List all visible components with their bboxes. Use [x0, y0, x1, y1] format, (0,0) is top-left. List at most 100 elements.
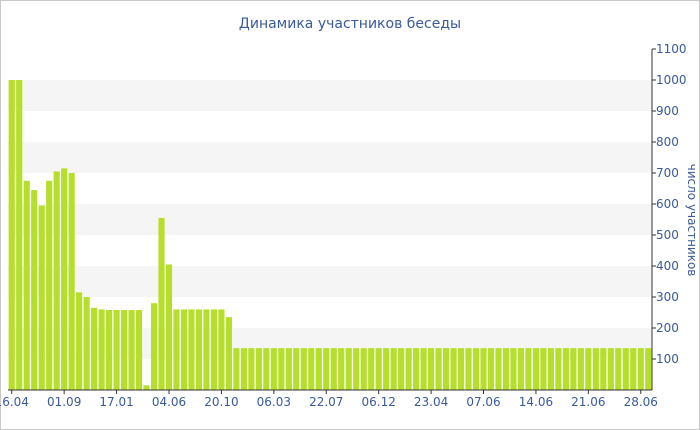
bar: [457, 348, 465, 390]
bar: [562, 348, 569, 390]
bar: [525, 348, 532, 390]
bar: [540, 348, 547, 390]
x-axis-ticks: 16.04 01.09 17.01 04.06 20.10 06.03 22.07 06.12…: [0, 390, 658, 409]
y-tick-label: 600: [656, 197, 679, 211]
bar: [383, 348, 390, 390]
y-tick-label: 100: [656, 352, 679, 366]
x-tick-label: 06.03: [257, 395, 291, 409]
bar: [188, 309, 195, 390]
bar: [158, 217, 165, 390]
y-tick-label: 200: [656, 321, 679, 335]
bar: [465, 348, 472, 390]
bar: [46, 180, 53, 390]
grid-band: [8, 142, 652, 173]
bar: [8, 80, 15, 390]
y-tick-label: 1100: [656, 42, 687, 56]
bar: [195, 309, 203, 390]
bar: [165, 264, 173, 390]
bar: [607, 348, 614, 390]
bar: [83, 297, 90, 390]
bar: [630, 348, 637, 390]
bar: [16, 80, 23, 390]
bar: [338, 348, 345, 390]
bar: [225, 317, 232, 390]
y-axis-label: число участников: [685, 164, 699, 277]
y-tick-label: 500: [656, 228, 679, 242]
bar: [203, 309, 210, 390]
bar: [645, 348, 652, 390]
y-tick-label: 300: [656, 290, 679, 304]
bar: [91, 307, 98, 390]
bar: [135, 310, 143, 390]
bar: [435, 348, 442, 390]
x-tick-label: 04.06: [152, 395, 186, 409]
bar: [233, 348, 240, 390]
grid-band: [8, 204, 652, 235]
bar: [615, 348, 622, 390]
bar: [38, 205, 45, 390]
bar: [68, 173, 75, 390]
bar: [308, 348, 315, 390]
bar: [76, 292, 83, 390]
x-tick-label: 01.09: [47, 395, 81, 409]
bar: [218, 309, 225, 390]
bar: [53, 171, 60, 390]
bar: [323, 348, 330, 390]
grid-band: [8, 80, 652, 111]
bar: [210, 309, 217, 390]
x-tick-label: 20.10: [204, 395, 238, 409]
bar: [240, 348, 247, 390]
bar: [270, 348, 277, 390]
bar: [300, 348, 307, 390]
x-tick-label: 22.07: [309, 395, 343, 409]
bar: [293, 348, 300, 390]
bar: [487, 348, 495, 390]
bar: [360, 348, 367, 390]
y-tick-label: 400: [656, 259, 679, 273]
bar: [450, 348, 457, 390]
grid-band: [8, 266, 652, 297]
bar: [495, 348, 502, 390]
bar: [285, 348, 292, 390]
x-tick-label: 06.12: [361, 395, 395, 409]
bar: [570, 348, 577, 390]
bar: [443, 348, 450, 390]
bar: [502, 348, 510, 390]
x-tick-label: 07.06: [466, 395, 500, 409]
bar: [278, 348, 285, 390]
chart-title: Динамика участников беседы: [239, 16, 461, 32]
bar: [263, 348, 270, 390]
bar: [31, 190, 38, 390]
x-tick-label: 23.04: [414, 395, 448, 409]
y-axis-ticks: 100 200 300 400 500 600 700 800 900 1000 1100: [652, 42, 687, 366]
bar: [390, 348, 397, 390]
bar: [106, 310, 113, 390]
bar: [128, 310, 135, 390]
bar: [353, 348, 360, 390]
bar-series: [8, 80, 652, 390]
bar: [248, 348, 255, 390]
bar: [143, 385, 150, 390]
bar: [637, 348, 644, 390]
bar: [510, 348, 517, 390]
x-tick-label: 17.01: [99, 395, 133, 409]
bar: [547, 348, 554, 390]
x-tick-label: 16.04: [0, 395, 29, 409]
bar: [413, 348, 420, 390]
bar: [405, 348, 412, 390]
x-tick-label: 14.06: [519, 395, 553, 409]
bar: [255, 348, 262, 390]
bar: [121, 310, 128, 390]
y-tick-label: 900: [656, 104, 679, 118]
bar: [585, 348, 592, 390]
bar: [150, 303, 158, 390]
bar: [472, 348, 480, 390]
bar: [61, 168, 68, 390]
y-tick-label: 1000: [656, 73, 687, 87]
bar: [577, 348, 584, 390]
y-tick-label: 800: [656, 135, 679, 149]
x-tick-label: 28.06: [624, 395, 658, 409]
bar: [23, 180, 30, 390]
bar: [345, 348, 352, 390]
bar: [517, 348, 525, 390]
